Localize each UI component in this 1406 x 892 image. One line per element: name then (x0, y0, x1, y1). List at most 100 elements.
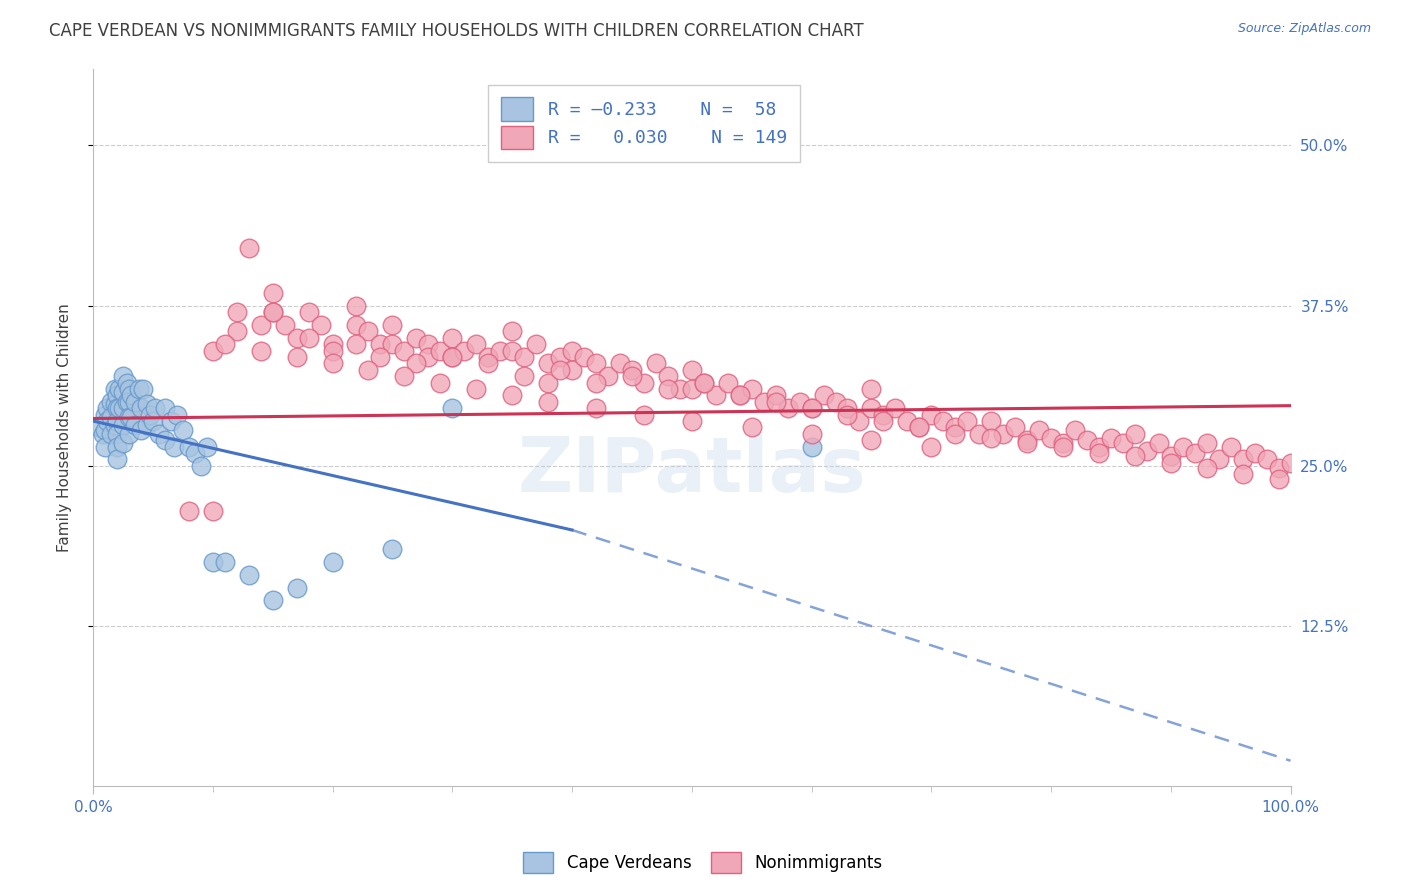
Point (561, 343, 583, 358)
Point (633, 408, 655, 422)
Point (249, 343, 271, 358)
Point (752, 394, 775, 409)
Point (1088, 440, 1111, 454)
Point (118, 382, 141, 396)
Point (370, 350, 392, 364)
Point (501, 324, 523, 338)
Point (357, 324, 380, 338)
Point (620, 363, 643, 377)
Point (381, 318, 404, 332)
Point (100, 410, 122, 425)
Point (172, 423, 194, 437)
Point (1028, 423, 1050, 437)
Point (297, 305, 319, 319)
Point (322, 356, 344, 370)
Point (262, 305, 284, 319)
Point (789, 394, 811, 409)
Point (1136, 443, 1159, 458)
Point (285, 331, 308, 345)
Point (561, 363, 583, 377)
Point (118, 426, 141, 441)
Point (884, 401, 907, 416)
Point (118, 394, 141, 409)
Point (441, 350, 464, 364)
Point (837, 401, 859, 416)
Point (405, 356, 427, 370)
Point (1208, 452, 1230, 467)
Point (120, 410, 142, 425)
Point (195, 440, 218, 454)
Text: ZIPatlas: ZIPatlas (517, 434, 866, 508)
Point (620, 369, 643, 384)
Point (1219, 440, 1241, 454)
Point (418, 350, 440, 364)
Point (1052, 440, 1074, 454)
Point (1279, 456, 1302, 470)
Point (1004, 420, 1026, 434)
Point (943, 420, 966, 434)
Point (103, 417, 125, 432)
Point (860, 434, 883, 448)
Point (681, 382, 703, 396)
Point (441, 350, 464, 364)
Point (704, 388, 727, 402)
Text: CAPE VERDEAN VS NONIMMIGRANTS FAMILY HOUSEHOLDS WITH CHILDREN CORRELATION CHART: CAPE VERDEAN VS NONIMMIGRANTS FAMILY HOU… (49, 22, 863, 40)
Text: Source: ZipAtlas.com: Source: ZipAtlas.com (1237, 22, 1371, 36)
Point (346, 337, 368, 351)
Point (967, 426, 990, 441)
Point (932, 414, 955, 428)
Point (860, 382, 883, 396)
Point (418, 337, 440, 351)
Point (225, 305, 247, 319)
Point (1123, 426, 1146, 441)
Point (357, 363, 380, 377)
Point (644, 356, 666, 370)
Point (1267, 472, 1289, 486)
Point (105, 440, 128, 454)
Point (513, 369, 536, 384)
Point (309, 318, 332, 332)
Point (214, 555, 236, 569)
Point (1099, 431, 1122, 445)
Point (115, 394, 138, 409)
Point (991, 426, 1014, 441)
Point (908, 420, 931, 434)
Point (1243, 446, 1265, 460)
Point (980, 414, 1002, 428)
Point (513, 350, 536, 364)
Point (837, 408, 859, 422)
Point (135, 397, 157, 411)
Point (609, 356, 631, 370)
Point (681, 414, 703, 428)
Point (100, 426, 122, 441)
Point (1195, 461, 1218, 475)
Point (381, 337, 404, 351)
Point (943, 426, 966, 441)
Point (441, 401, 464, 416)
Point (108, 401, 131, 416)
Point (190, 458, 212, 473)
Point (105, 401, 128, 416)
Point (669, 382, 692, 396)
Point (214, 337, 236, 351)
Point (262, 285, 284, 300)
Point (693, 376, 716, 390)
Point (920, 440, 942, 454)
Point (572, 350, 595, 364)
Point (908, 420, 931, 434)
Point (129, 423, 152, 437)
Point (394, 343, 416, 358)
Point (132, 382, 155, 396)
Point (143, 401, 166, 416)
Point (346, 299, 368, 313)
Point (285, 350, 308, 364)
Point (163, 440, 186, 454)
Point (322, 343, 344, 358)
Point (238, 567, 260, 582)
Point (765, 394, 787, 409)
Point (394, 369, 416, 384)
Point (148, 426, 170, 441)
Point (118, 410, 141, 425)
Point (1052, 435, 1074, 450)
Point (765, 388, 787, 402)
